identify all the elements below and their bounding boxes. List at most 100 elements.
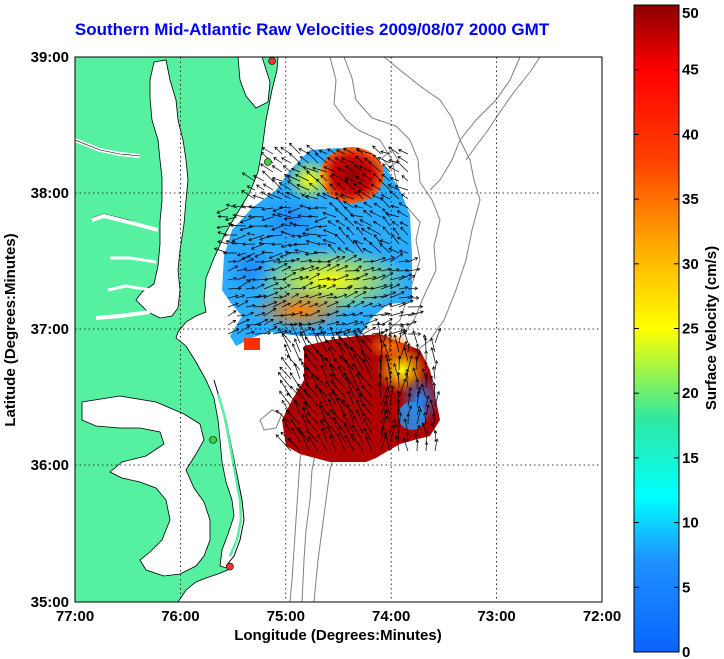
velocity-arrowhead (343, 293, 348, 298)
velocity-arrowhead (318, 387, 322, 392)
velocity-arrow (380, 197, 391, 209)
velocity-arrow (281, 333, 292, 353)
velocity-arrowhead (286, 191, 290, 196)
velocity-field (213, 142, 442, 462)
velocity-arrow (353, 265, 362, 272)
velocity-arrowhead (344, 177, 349, 181)
velocity-arrowhead (276, 257, 281, 262)
velocity-arrowhead (240, 204, 245, 209)
velocity-arrow (398, 300, 414, 308)
velocity-arrow (389, 302, 406, 308)
velocity-arrowhead (352, 415, 357, 419)
velocity-arrow (335, 256, 345, 263)
velocity-arrowhead (354, 320, 359, 324)
velocity-arrowhead (337, 426, 341, 431)
velocity-arrowhead (307, 206, 311, 211)
velocity-arrow (305, 195, 319, 200)
lat-tick: 35:00 (31, 594, 69, 611)
velocity-arrowhead (337, 365, 341, 370)
velocity-arrow (353, 415, 364, 434)
velocity-arrow (227, 277, 237, 281)
velocity-arrowhead (333, 295, 338, 300)
velocity-arrowhead (301, 266, 306, 271)
velocity-arrowhead (274, 291, 279, 295)
velocity-arrowhead (380, 197, 384, 201)
velocity-arrowhead (281, 157, 285, 161)
velocity-arrowhead (328, 346, 332, 351)
velocity-arrow (371, 331, 385, 335)
velocity-arrow (254, 266, 262, 272)
velocity-arrow (232, 234, 247, 242)
velocity-arrow (392, 227, 400, 236)
velocity-arrow (254, 312, 266, 317)
velocity-arrow (395, 435, 400, 452)
velocity-arrowhead (280, 147, 284, 151)
map-title: Southern Mid-Atlantic Raw Velocities 200… (74, 20, 550, 39)
velocity-arrowhead (426, 395, 430, 400)
velocity-arrowhead (398, 249, 403, 254)
velocity-arrowhead (392, 291, 397, 295)
velocity-arrow (416, 408, 422, 425)
velocity-arrow (312, 167, 328, 173)
velocity-arrow (254, 284, 265, 290)
velocity-arrowhead (377, 382, 382, 386)
velocity-arrow (326, 284, 336, 290)
velocity-arrow (302, 166, 319, 173)
velocity-arrowhead (306, 429, 310, 434)
velocity-arrowhead (305, 275, 310, 280)
velocity-arrow (263, 183, 274, 191)
velocity-arrowhead (415, 439, 420, 443)
velocity-arrowhead (329, 364, 333, 368)
velocity-arrowhead (408, 392, 412, 397)
velocity-arrowhead (243, 267, 248, 272)
velocity-arrowhead (408, 405, 413, 409)
velocity-arrow (371, 295, 388, 299)
velocity-arrowhead (353, 353, 357, 358)
velocity-arrowhead (279, 320, 283, 325)
velocity-arrowhead (286, 354, 291, 359)
velocity-arrow (300, 333, 310, 353)
velocity-arrowhead (378, 373, 382, 377)
velocity-arrow (396, 424, 400, 443)
velocity-arrowhead (262, 183, 267, 187)
barrier-island-land (216, 393, 243, 557)
velocity-arrow (284, 216, 301, 220)
velocity-arrowhead (225, 203, 230, 208)
velocity-arrowhead (397, 156, 401, 160)
velocity-arrow (236, 319, 250, 326)
velocity-arrow (300, 156, 310, 164)
velocity-arrow (398, 330, 408, 335)
velocity-arrow (331, 389, 346, 407)
velocity-arrow (322, 212, 337, 218)
velocity-arrow (254, 252, 265, 258)
velocity-arrow (248, 234, 265, 241)
velocity-arrow (380, 284, 393, 290)
velocity-arrow (361, 339, 373, 353)
velocity-arrowhead (354, 290, 359, 295)
velocity-arrowhead (361, 301, 365, 305)
velocity-arrow (407, 355, 412, 371)
velocity-arrowhead (307, 411, 311, 416)
velocity-arrowhead (311, 327, 315, 332)
velocity-arrow (294, 249, 310, 254)
velocity-arrow (400, 226, 409, 236)
velocity-arrow (329, 183, 337, 191)
velocity-arrowhead (392, 419, 396, 423)
velocity-arrowhead (253, 174, 257, 179)
velocity-arrow (434, 438, 438, 452)
velocity-arrow (343, 372, 355, 389)
velocity-arrowhead (398, 148, 402, 153)
velocity-arrowhead (355, 155, 359, 160)
velocity-arrowhead (369, 241, 373, 246)
velocity-arrowhead (344, 247, 349, 251)
velocity-arrowhead (290, 418, 294, 423)
velocity-arrowhead (234, 294, 239, 298)
velocity-arrow (281, 243, 292, 248)
colorbar-tick-label: 15 (682, 450, 699, 467)
velocity-arrow (281, 157, 292, 164)
velocity-arrow (316, 193, 328, 200)
velocity-arrowhead (320, 174, 324, 179)
velocity-arrow (355, 190, 364, 200)
velocity-arrow (343, 147, 355, 155)
velocity-arrowhead (276, 212, 281, 217)
